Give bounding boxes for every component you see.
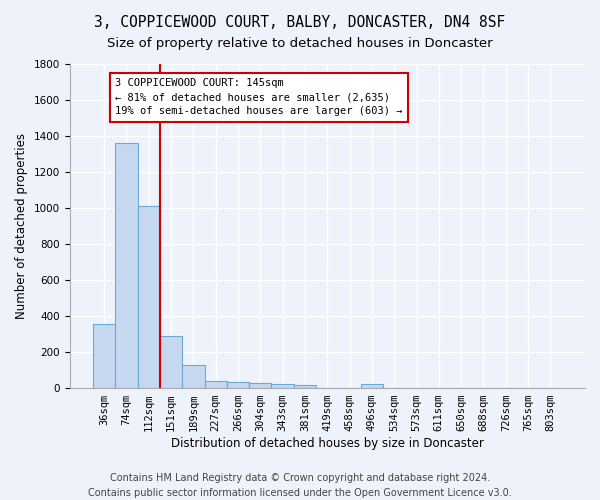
Bar — [182, 365, 205, 388]
Bar — [271, 384, 294, 388]
Text: 3 COPPICEWOOD COURT: 145sqm
← 81% of detached houses are smaller (2,635)
19% of : 3 COPPICEWOOD COURT: 145sqm ← 81% of det… — [115, 78, 403, 116]
Text: 3, COPPICEWOOD COURT, BALBY, DONCASTER, DN4 8SF: 3, COPPICEWOOD COURT, BALBY, DONCASTER, … — [94, 15, 506, 30]
Bar — [227, 382, 249, 388]
Bar — [93, 324, 115, 388]
Text: Size of property relative to detached houses in Doncaster: Size of property relative to detached ho… — [107, 38, 493, 51]
X-axis label: Distribution of detached houses by size in Doncaster: Distribution of detached houses by size … — [171, 437, 484, 450]
Bar — [294, 385, 316, 388]
Y-axis label: Number of detached properties: Number of detached properties — [15, 133, 28, 319]
Bar — [160, 336, 182, 388]
Bar — [249, 383, 271, 388]
Bar — [137, 206, 160, 388]
Bar — [205, 380, 227, 388]
Bar — [361, 384, 383, 388]
Bar — [115, 143, 137, 388]
Text: Contains HM Land Registry data © Crown copyright and database right 2024.
Contai: Contains HM Land Registry data © Crown c… — [88, 472, 512, 498]
